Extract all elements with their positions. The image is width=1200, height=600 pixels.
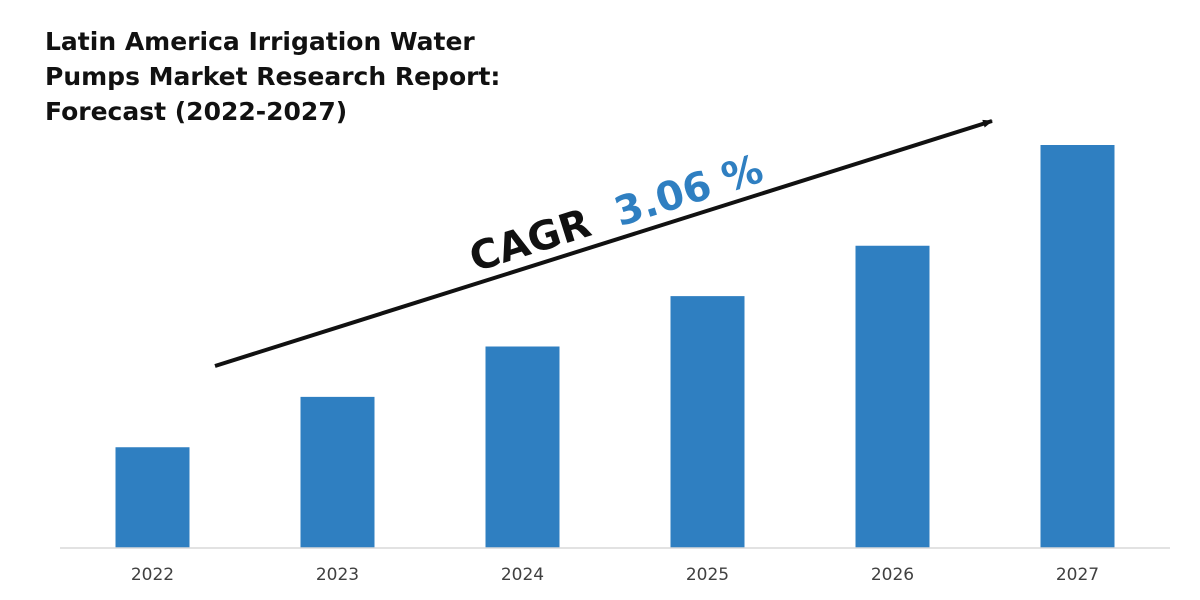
bar-2025 (670, 296, 745, 548)
x-tick-labels: 2022 2023 2024 2025 2026 2027 (131, 565, 1099, 585)
chart-title-line-2: Pumps Market Research Report: (45, 62, 501, 91)
cagr-annotation: CAGR 3.06 % (464, 146, 768, 281)
x-tick-label-2025: 2025 (686, 565, 729, 585)
x-tick-label-2024: 2024 (501, 565, 544, 585)
cagr-value: 3.06 % (609, 146, 768, 236)
bar-2027 (1040, 145, 1115, 548)
bar-2024 (485, 346, 560, 548)
cagr-trend-arrow (214, 119, 993, 368)
chart-title-line-3: Forecast (2022-2027) (45, 97, 348, 126)
x-tick-label-2026: 2026 (871, 565, 914, 585)
bar-2026 (855, 245, 930, 548)
x-tick-label-2027: 2027 (1056, 565, 1099, 585)
chart-title: Latin America Irrigation Water Pumps Mar… (45, 24, 500, 129)
bar-2022 (115, 447, 190, 548)
bar-2023 (300, 396, 375, 548)
cagr-prefix: CAGR (464, 200, 596, 281)
x-tick-label-2022: 2022 (131, 565, 174, 585)
chart-title-line-1: Latin America Irrigation Water (45, 27, 475, 56)
x-tick-label-2023: 2023 (316, 565, 359, 585)
bar-group (115, 145, 1115, 548)
